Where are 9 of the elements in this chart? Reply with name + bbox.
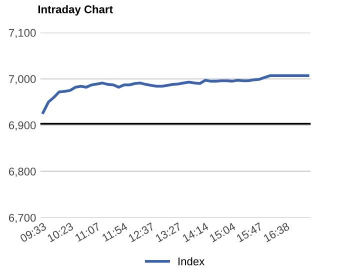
x-tick-label: 09:33 bbox=[20, 222, 47, 243]
chart-title: Intraday Chart bbox=[38, 5, 113, 16]
y-tick-label: 6,800 bbox=[8, 168, 36, 177]
y-tick-label: 7,100 bbox=[8, 28, 36, 38]
y-tick-label: 7,000 bbox=[8, 75, 36, 84]
y-tick-label: 6,700 bbox=[8, 214, 36, 224]
line-series bbox=[42, 74, 310, 114]
legend-label: Index bbox=[178, 257, 205, 266]
y-tick-label: 6,900 bbox=[8, 121, 36, 131]
